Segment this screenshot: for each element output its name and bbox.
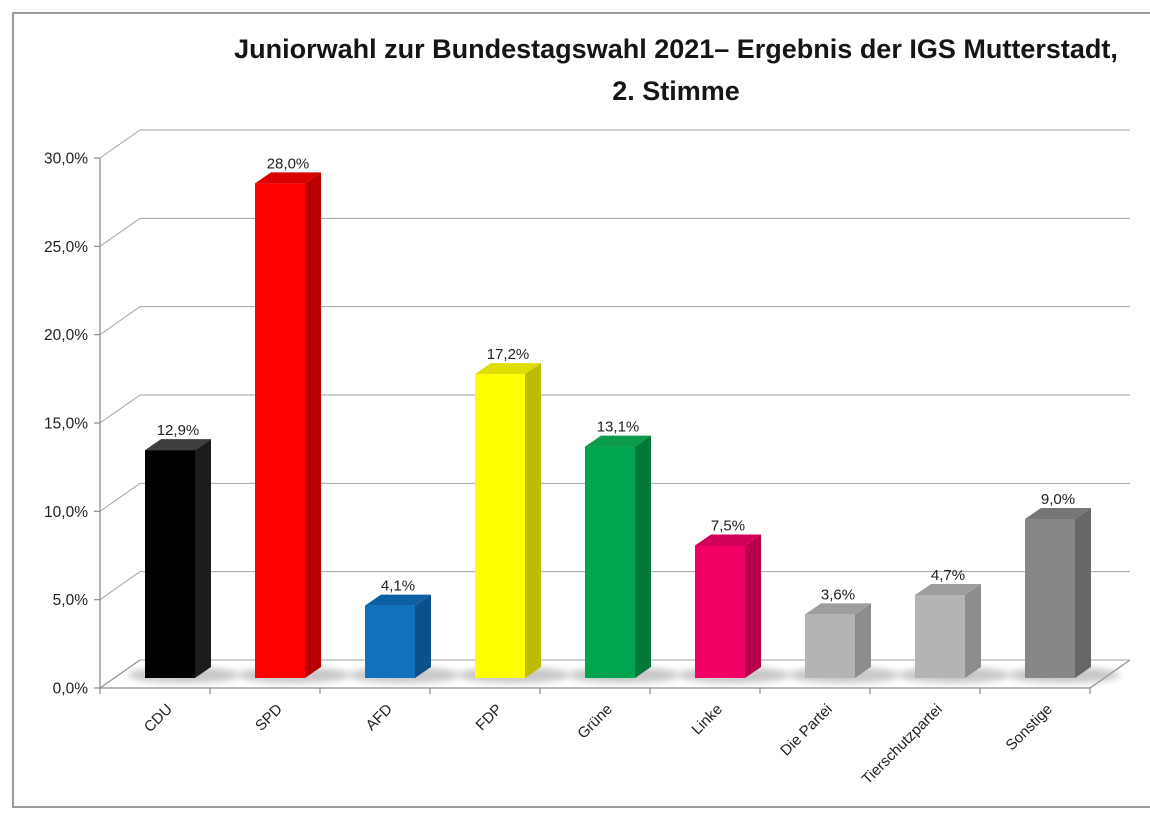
category-label-die-partei: Die Partei xyxy=(777,701,836,760)
bar-front-face xyxy=(805,614,855,678)
category-label-spd: SPD xyxy=(252,701,286,735)
value-label-linke: 7,5% xyxy=(711,518,745,535)
bar-front-face xyxy=(695,545,745,678)
gridline-depth xyxy=(99,217,141,247)
bar-front-face xyxy=(915,594,965,678)
bar-front-face xyxy=(145,450,195,678)
bar-side-face xyxy=(415,594,431,678)
category-label-cdu: CDU xyxy=(141,701,176,736)
bar-sonstige xyxy=(1008,508,1120,683)
bar-side-face xyxy=(855,603,871,678)
bar-side-face xyxy=(525,363,541,678)
bar-top-face xyxy=(915,583,981,595)
bar-fdp xyxy=(458,363,570,683)
gridline-depth xyxy=(99,394,141,424)
bar-side-face xyxy=(305,172,321,679)
bar-top-face xyxy=(1025,508,1091,519)
bar-front-face xyxy=(585,446,635,678)
y-tick-label: 10,0% xyxy=(44,504,88,521)
value-label-sonstige: 9,0% xyxy=(1041,491,1075,508)
bar-tierschutzpartei xyxy=(898,583,1010,683)
bar-afd xyxy=(348,594,460,683)
gridline-depth xyxy=(99,306,141,336)
bar-linke xyxy=(678,534,790,683)
gridline-depth xyxy=(99,482,141,512)
bar-top-face xyxy=(255,172,321,184)
y-tick-label: 25,0% xyxy=(44,239,88,256)
y-tick-label: 15,0% xyxy=(44,416,88,433)
gridline-depth xyxy=(99,571,141,601)
bar-top-face xyxy=(365,594,431,606)
bar-cdu xyxy=(128,439,240,683)
bar-side-face xyxy=(1075,508,1091,678)
y-tick-label: 30,0% xyxy=(44,151,88,168)
floor-left-edge xyxy=(99,659,141,689)
bar-front-face xyxy=(475,374,525,678)
value-label-fdp: 17,2% xyxy=(487,346,530,363)
category-label-fdp: FDP xyxy=(473,701,506,734)
bar-top-face xyxy=(585,435,651,447)
bar-front-face xyxy=(255,183,305,679)
value-label-afd: 4,1% xyxy=(381,578,415,595)
category-label-tierschutzpartei: Tierschutzpartei xyxy=(859,701,946,788)
chart-title-line-2: 2. Stimme xyxy=(612,76,740,106)
bar-top-face xyxy=(475,363,541,375)
bar-front-face xyxy=(1025,519,1075,678)
bar-top-face xyxy=(805,603,871,615)
chart-title: Juniorwahl zur Bundestagswahl 2021– Erge… xyxy=(234,28,1118,112)
y-tick-label: 20,0% xyxy=(44,327,88,344)
bar-side-face xyxy=(195,439,211,678)
gridline-depth xyxy=(99,129,141,159)
bar-front-face xyxy=(365,605,415,678)
bar-die-partei xyxy=(788,603,900,683)
chart-title-line-1: Juniorwahl zur Bundestagswahl 2021– Erge… xyxy=(234,34,1118,64)
bar-side-face xyxy=(635,435,651,678)
bar-top-face xyxy=(695,534,761,546)
value-label-die-partei: 3,6% xyxy=(821,586,855,603)
y-tick-label: 0,0% xyxy=(53,681,89,698)
bar-top-face xyxy=(145,439,211,451)
bar-side-face xyxy=(965,583,981,678)
bars-layer xyxy=(128,172,1120,683)
value-label-tierschutzpartei: 4,7% xyxy=(931,567,965,584)
category-label-afd: AFD xyxy=(363,701,396,734)
category-label-grune: Grüne xyxy=(574,701,616,743)
bar-spd xyxy=(238,172,350,683)
value-label-spd: 28,0% xyxy=(267,155,310,172)
category-label-sonstige: Sonstige xyxy=(1003,701,1056,754)
value-label-grune: 13,1% xyxy=(597,419,640,436)
bar-side-face xyxy=(745,534,761,678)
bar-grune xyxy=(568,435,680,683)
category-label-linke: Linke xyxy=(688,701,725,738)
value-label-cdu: 12,9% xyxy=(157,422,200,439)
y-tick-label: 5,0% xyxy=(53,592,89,609)
